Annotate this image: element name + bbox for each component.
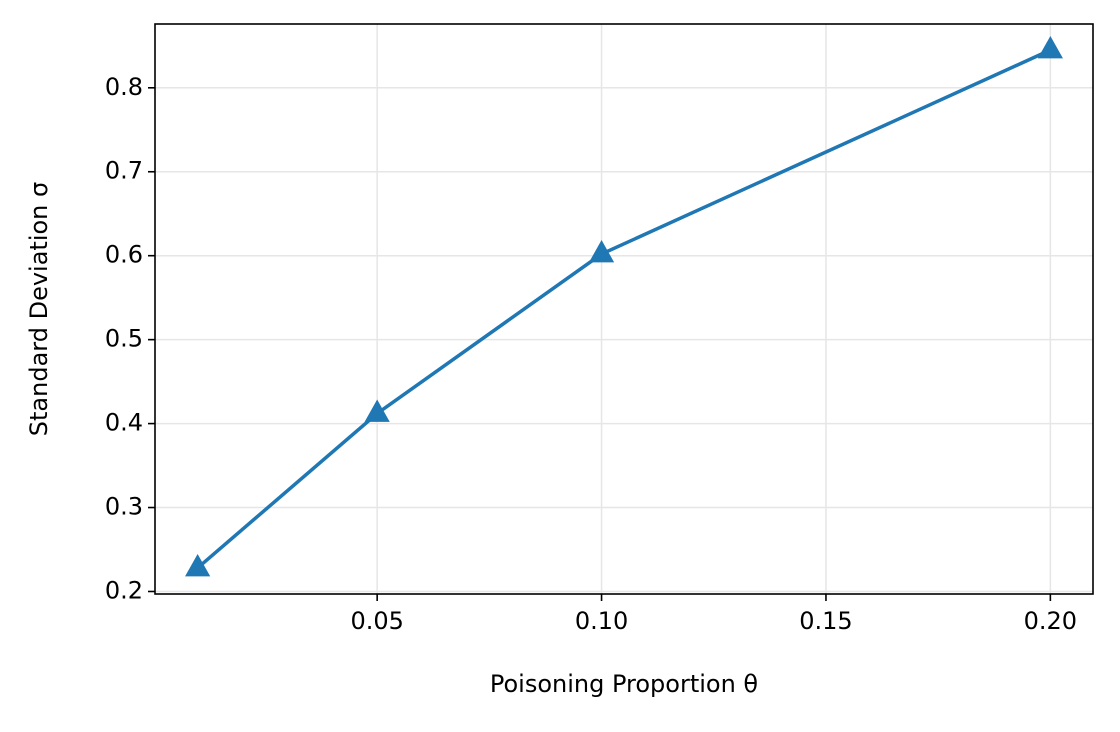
marker <box>185 553 211 577</box>
x-tick-label: 0.05 <box>350 607 403 635</box>
y-tick-label: 0.2 <box>105 576 143 604</box>
y-tick-label: 0.4 <box>105 409 143 437</box>
x-axis-label: Poisoning Proportion θ <box>490 670 758 698</box>
plot-frame <box>154 23 1094 595</box>
y-tick-label: 0.7 <box>105 157 143 185</box>
x-tick-label: 0.15 <box>799 607 852 635</box>
marker <box>1037 36 1063 59</box>
marker <box>588 240 615 263</box>
y-tick-label: 0.3 <box>105 493 143 521</box>
y-axis-label: Standard Deviation σ <box>25 182 53 436</box>
marker <box>364 399 390 422</box>
y-tick-label: 0.6 <box>105 241 143 269</box>
x-tick-label: 0.20 <box>1024 607 1077 635</box>
x-tick-label: 0.10 <box>575 607 628 635</box>
y-tick-label: 0.8 <box>105 73 143 101</box>
y-tick-label: 0.5 <box>105 325 143 353</box>
series-line <box>196 48 1052 570</box>
